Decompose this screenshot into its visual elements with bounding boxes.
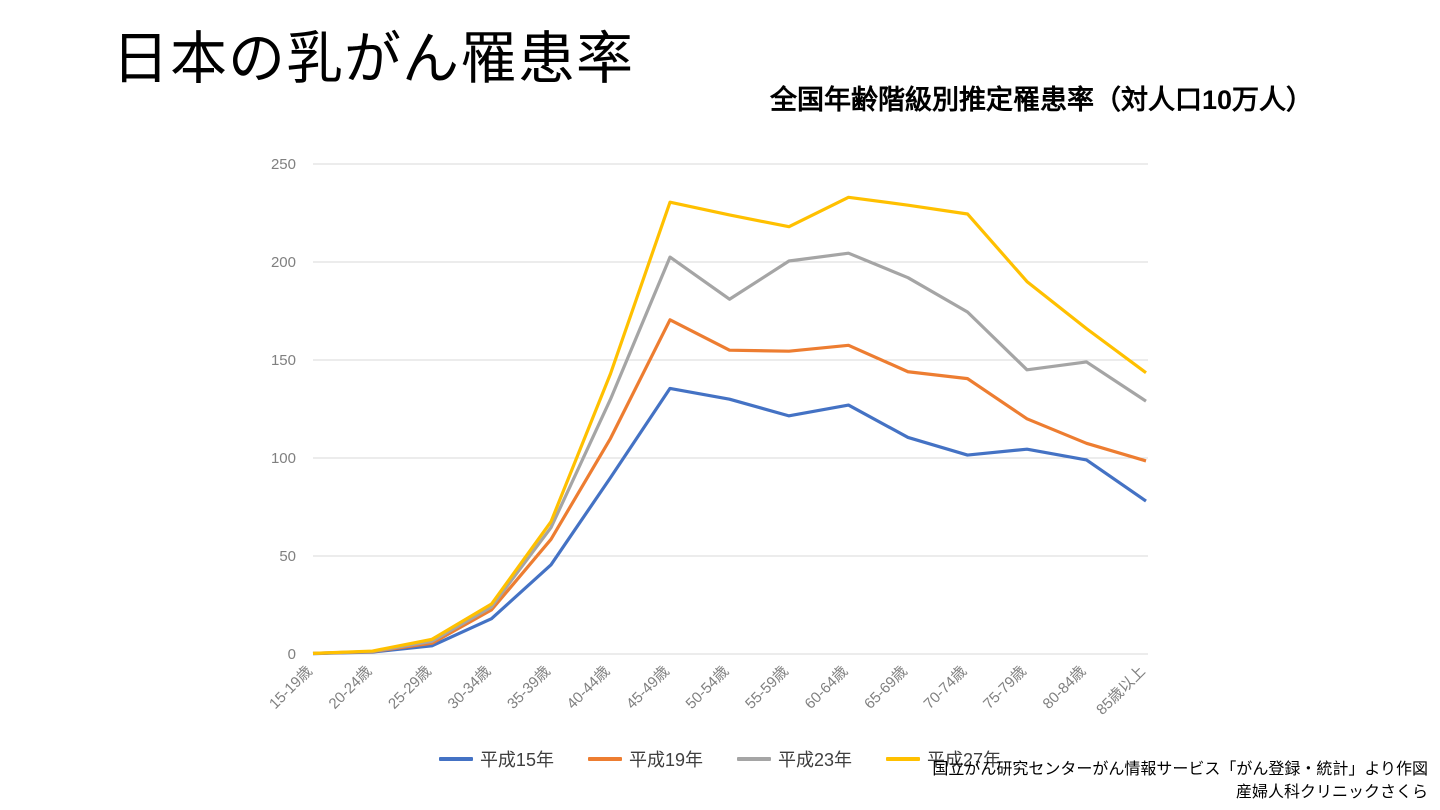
gridlines-group [313, 163, 1148, 655]
legend-label: 平成27年 [927, 750, 1002, 770]
x-tick-label: 55-59歳 [742, 663, 792, 713]
x-tick-label: 65-69歳 [861, 663, 911, 713]
x-tick-label: 25-29歳 [385, 663, 435, 713]
series-line-平成27年 [312, 195, 1147, 656]
footer-line-2: 産婦人科クリニックさくら [1235, 783, 1428, 801]
x-tick-label: 30-34歳 [445, 663, 495, 713]
x-tick-label: 60-64歳 [802, 663, 852, 713]
legend-swatch-icon [886, 757, 921, 761]
x-tick-label: 40-44歳 [564, 663, 614, 713]
x-tick-label: 80-84歳 [1040, 663, 1090, 713]
x-tick-label: 75-79歳 [980, 663, 1030, 713]
series-line-平成23年 [312, 251, 1147, 656]
legend-item-1[interactable]: 平成19年 [587, 746, 703, 772]
y-axis-ticks: 0 50 100 150 200 250 [271, 156, 296, 663]
y-tick-label: 50 [279, 548, 296, 565]
series-line-平成19年 [312, 318, 1147, 656]
legend-item-3[interactable]: 平成27年 [886, 746, 1001, 772]
x-tick-label: 50-54歳 [683, 663, 733, 713]
y-tick-label: 0 [288, 646, 296, 663]
x-tick-label: 20-24歳 [326, 663, 376, 713]
x-tick-label: 70-74歳 [921, 663, 971, 713]
y-tick-label: 250 [271, 156, 296, 173]
legend-swatch-icon [587, 757, 622, 761]
footer-line-1: 国立がん研究センターがん情報サービス「がん登録・統計」より作図 [932, 760, 1428, 778]
page-title: 日本の乳がん罹患率 [112, 27, 634, 91]
y-tick-label: 200 [271, 254, 296, 271]
legend-item-0[interactable]: 平成15年 [438, 746, 554, 772]
x-tick-label: 15-19歳 [266, 663, 316, 713]
x-tick-label: 45-49歳 [623, 663, 673, 713]
x-axis-ticks: 15-19歳 20-24歳 25-29歳 30-34歳 35-39歳 40-44歳 45-4… [266, 663, 1149, 719]
x-tick-label: 85歳以上 [1093, 663, 1149, 719]
chart-legend: 平成15年 平成19年 平成23年 平成27年 [0, 746, 1440, 772]
series-group [312, 195, 1147, 656]
legend-item-2[interactable]: 平成23年 [737, 746, 852, 772]
series-line-平成15年 [312, 386, 1147, 656]
y-tick-label: 150 [271, 352, 296, 369]
x-tick-label: 35-39歳 [504, 663, 554, 713]
footer-credit: 国立がん研究センターがん情報サービス「がん登録・統計」より作図 産婦人科クリニッ… [932, 758, 1428, 804]
legend-label: 平成15年 [479, 750, 554, 770]
legend-swatch-icon [438, 757, 473, 761]
legend-label: 平成23年 [778, 750, 853, 770]
chart-subtitle: 全国年齢階級別推定罹患率（対人口10万人） [770, 85, 1314, 115]
y-tick-label: 100 [271, 450, 296, 467]
legend-swatch-icon [737, 757, 771, 761]
legend-label: 平成19年 [628, 750, 703, 770]
